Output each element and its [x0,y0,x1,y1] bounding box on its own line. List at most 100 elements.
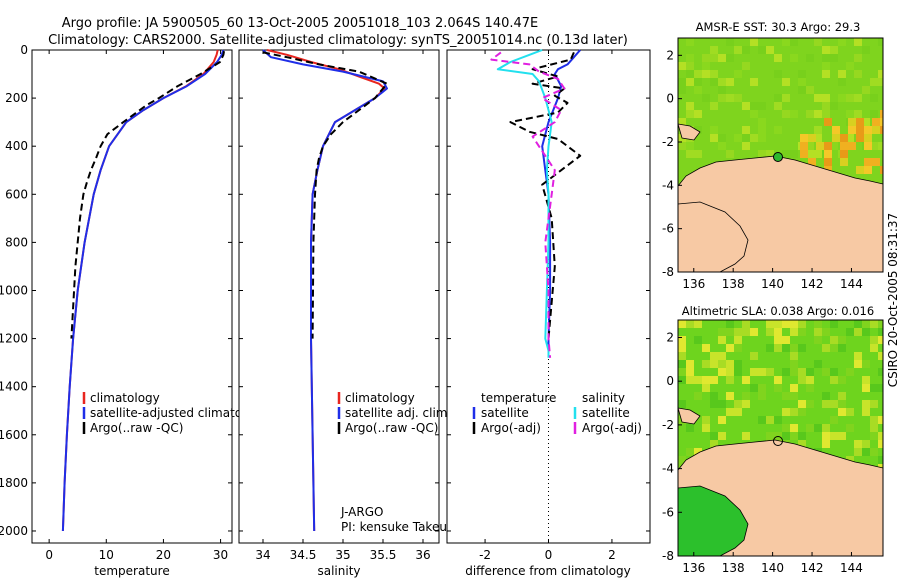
field-cell [742,328,750,336]
field-cell [678,360,686,368]
series-line [70,51,225,339]
map-x-tick-label: 136 [682,277,705,291]
field-cell [742,142,750,150]
field-cell [758,102,766,110]
field-cell [766,46,774,54]
map-x-tick-label: 142 [801,561,824,575]
field-cell [686,448,694,456]
series-line [490,51,566,358]
field-cell [824,150,832,158]
series-line [262,49,388,532]
field-cell [750,134,758,142]
field-cell [774,102,782,110]
field-cell [864,134,872,142]
field-cell [878,336,883,344]
field-cell [848,142,856,150]
field-cell [870,78,878,86]
field-cell [854,54,862,62]
temperature-x-ticks: 0 10 20 30 [45,50,228,562]
field-cell [830,336,838,344]
field-cell [686,70,694,78]
field-cell [678,352,686,360]
sst-map-panel: AMSR-E SST: 30.3 Argo: 29.3 136 138 140 142… [662,20,884,291]
field-cell [808,158,816,166]
argo-float-marker [773,436,783,446]
field-cell [846,368,854,376]
field-cell [702,360,710,368]
field-cell [814,150,822,158]
map-x-tick-label: 138 [722,561,745,575]
field-cell [840,142,848,150]
field-cell [798,344,806,352]
field-cell [870,448,878,456]
field-cell [726,368,734,376]
field-cell [758,126,766,134]
sla-map-frame [677,319,884,557]
field-cell [798,432,806,440]
field-cell [846,134,854,142]
northern-islands [678,407,701,425]
depth-tick-label: 1000 [0,283,28,297]
field-cell [862,118,870,126]
field-cell [806,110,814,118]
field-cell [734,46,742,54]
field-cell [846,408,854,416]
field-cell [814,336,822,344]
field-cell [878,78,883,86]
field-cell [750,78,758,86]
field-cell [702,54,710,62]
field-cell [774,126,782,134]
field-cell [798,376,806,384]
field-cell [750,38,758,46]
series-line [61,49,225,532]
field-cell [864,142,872,150]
field-cell [862,408,870,416]
field-cell [822,54,830,62]
series-line [541,49,581,351]
field-cell [840,158,848,166]
side-timestamp: CSIRO 20-Oct-2005 08:31:37 [886,213,900,387]
legend-label-argo: Argo(..raw -QC) [345,421,438,435]
field-cell [686,320,694,328]
field-cell [790,54,798,62]
legend-label-satellite: satellite adj. clim. [345,406,451,420]
field-cell [782,432,790,440]
field-cell [694,376,702,384]
sst-map-title: AMSR-E SST: 30.3 Argo: 29.3 [696,20,861,34]
field-cell [734,70,742,78]
sst-map-ticks: 136 138 140 142 144 2 0 -2 -4 -6 -8 [662,48,863,291]
field-cell [702,384,710,392]
field-cell [678,320,686,328]
depth-tick-label: 2000 [0,524,28,538]
field-cell [872,118,880,126]
field-cell [694,70,702,78]
field-cell [822,62,830,70]
field-cell [774,94,782,102]
field-cell [838,94,846,102]
field-cell [878,432,883,440]
field-cell [832,134,840,142]
field-cell [718,416,726,424]
sst-map-frame [677,37,884,273]
field-cell [878,352,883,360]
field-cell [758,118,766,126]
field-cell [854,440,862,448]
field-cell [846,110,854,118]
field-cell [686,38,694,46]
field-cell [718,134,726,142]
field-cell [726,54,734,62]
field-cell [854,328,862,336]
field-cell [710,432,718,440]
field-cell [686,360,694,368]
field-cell [814,38,822,46]
field-cell [798,328,806,336]
field-cell [742,376,750,384]
field-cell [790,408,798,416]
map-y-tick-label: 0 [666,374,674,388]
map-y-tick-label: -8 [662,265,674,279]
field-cell [702,94,710,102]
field-cell [774,320,782,328]
map-x-tick-label: 142 [801,277,824,291]
field-cell [742,400,750,408]
